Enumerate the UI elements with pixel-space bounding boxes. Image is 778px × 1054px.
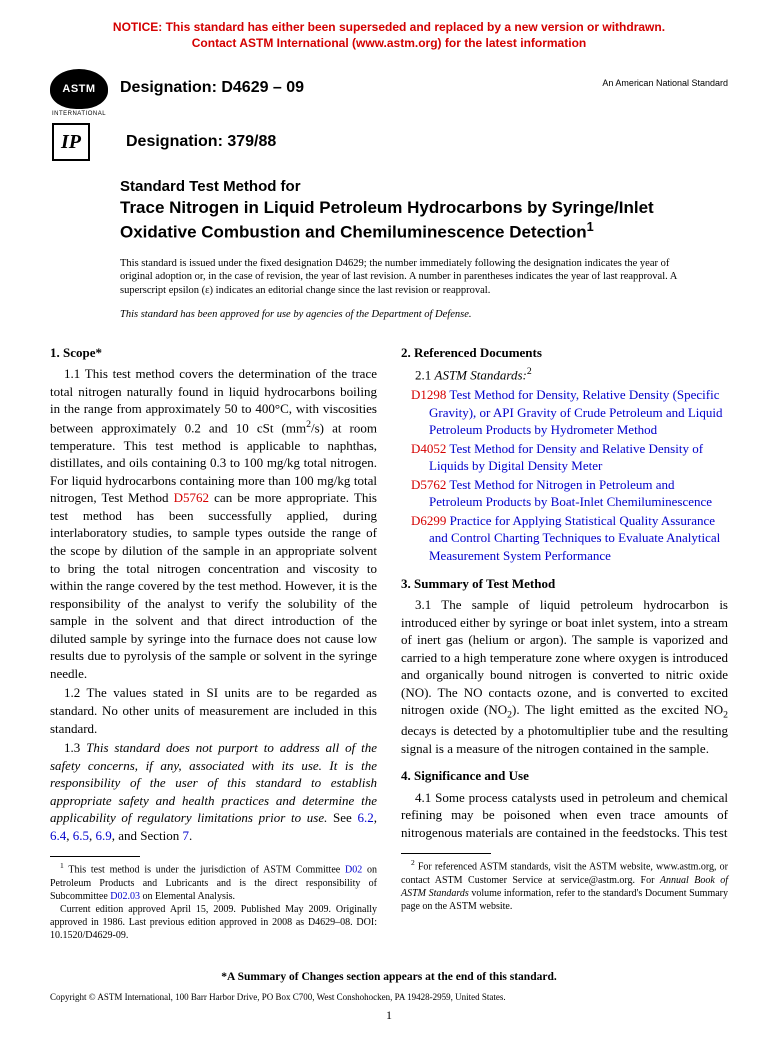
- ref-d6299: D6299 Practice for Applying Statistical …: [401, 512, 728, 565]
- ref-code[interactable]: D6299: [411, 513, 446, 528]
- approval-note: This standard has been approved for use …: [120, 308, 728, 322]
- para-1-3: 1.3 This standard does not purport to ad…: [50, 739, 377, 844]
- link-6-5[interactable]: 6.5: [73, 828, 89, 843]
- astm-logo-icon: ASTM: [50, 69, 108, 109]
- ref-code[interactable]: D1298: [411, 387, 446, 402]
- header-row-2: IP Designation: 379/88: [50, 123, 728, 161]
- astm-logo-subtext: INTERNATIONAL: [50, 110, 108, 118]
- designation-2: Designation: 379/88: [126, 131, 728, 153]
- ref-code[interactable]: D5762: [411, 477, 446, 492]
- link-d02-03[interactable]: D02.03: [110, 891, 140, 902]
- column-left: 1. Scope* 1.1 This test method covers th…: [50, 338, 377, 942]
- title-block: Standard Test Method for Trace Nitrogen …: [120, 177, 728, 242]
- ref-code[interactable]: D4052: [411, 441, 446, 456]
- section-3-head: 3. Summary of Test Method: [401, 575, 728, 593]
- summary-changes-note: *A Summary of Changes section appears at…: [50, 970, 728, 986]
- footnote-rule-left: [50, 856, 140, 857]
- para-1-1: 1.1 This test method covers the determin…: [50, 365, 377, 682]
- ans-label: An American National Standard: [602, 77, 728, 89]
- section-4-head: 4. Significance and Use: [401, 767, 728, 785]
- link-d5762-inline[interactable]: D5762: [174, 490, 209, 505]
- ref-text[interactable]: Test Method for Density, Relative Densit…: [429, 387, 723, 437]
- body-columns: 1. Scope* 1.1 This test method covers th…: [50, 338, 728, 942]
- para-1-2: 1.2 The values stated in SI units are to…: [50, 684, 377, 737]
- title-prefix: Standard Test Method for: [120, 177, 728, 197]
- notice-line1: NOTICE: This standard has either been su…: [113, 20, 665, 34]
- ref-text[interactable]: Practice for Applying Statistical Qualit…: [429, 513, 720, 563]
- ref-d1298: D1298 Test Method for Density, Relative …: [401, 386, 728, 439]
- link-6-2[interactable]: 6.2: [358, 810, 374, 825]
- section-1-head: 1. Scope*: [50, 344, 377, 362]
- copyright-line: Copyright © ASTM International, 100 Barr…: [50, 991, 728, 1003]
- ip-logo-icon: IP: [52, 123, 90, 161]
- para-4-1: 4.1 Some process catalysts used in petro…: [401, 789, 728, 842]
- document-page: NOTICE: This standard has either been su…: [0, 0, 778, 1054]
- notice-line2: Contact ASTM International (www.astm.org…: [192, 36, 586, 50]
- astm-logo-box: ASTM INTERNATIONAL: [50, 69, 108, 117]
- link-6-9[interactable]: 6.9: [96, 828, 112, 843]
- ref-d4052: D4052 Test Method for Density and Relati…: [401, 440, 728, 475]
- para-2-1: 2.1 ASTM Standards:2: [401, 365, 728, 384]
- section-2-head: 2. Referenced Documents: [401, 344, 728, 362]
- astm-logo-text: ASTM: [62, 82, 95, 97]
- header-row-1: ASTM INTERNATIONAL Designation: D4629 – …: [50, 69, 728, 117]
- ref-d5762: D5762 Test Method for Nitrogen in Petrol…: [401, 476, 728, 511]
- designation-1: Designation: D4629 – 09: [120, 69, 602, 99]
- column-right: 2. Referenced Documents 2.1 ASTM Standar…: [401, 338, 728, 942]
- footnote-rule-right: [401, 853, 491, 854]
- footnote-2: 2 For referenced ASTM standards, visit t…: [401, 858, 728, 912]
- notice-banner: NOTICE: This standard has either been su…: [50, 20, 728, 51]
- page-number: 1: [50, 1007, 728, 1023]
- ref-text[interactable]: Test Method for Density and Relative Den…: [429, 441, 703, 474]
- issuance-statement: This standard is issued under the fixed …: [120, 257, 698, 298]
- footnote-1b: Current edition approved April 15, 2009.…: [50, 903, 377, 942]
- link-section-7[interactable]: 7: [183, 828, 190, 843]
- title-main: Trace Nitrogen in Liquid Petroleum Hydro…: [120, 197, 728, 242]
- footnote-1: 1 This test method is under the jurisdic…: [50, 861, 377, 902]
- para-3-1: 3.1 The sample of liquid petroleum hydro…: [401, 596, 728, 757]
- link-d02[interactable]: D02: [345, 865, 362, 876]
- ref-text[interactable]: Test Method for Nitrogen in Petroleum an…: [429, 477, 712, 510]
- link-6-4[interactable]: 6.4: [50, 828, 66, 843]
